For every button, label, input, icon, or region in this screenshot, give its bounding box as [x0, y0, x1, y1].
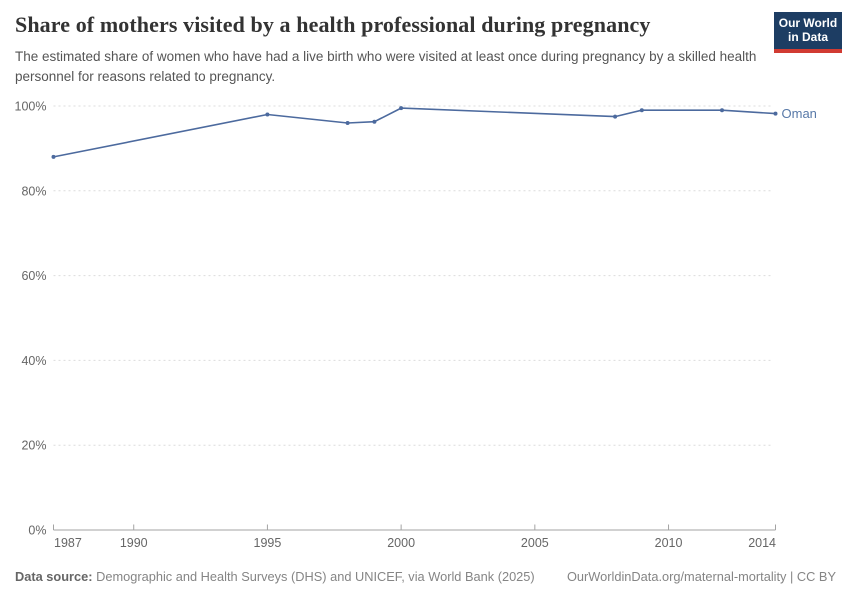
y-axis-tick-label: 20%: [21, 439, 46, 453]
series-line[interactable]: [53, 107, 776, 158]
data-point-marker[interactable]: [399, 106, 404, 111]
chart-title: Share of mothers visited by a health pro…: [15, 12, 651, 37]
y-axis-tick-label: 0%: [28, 524, 46, 538]
chart-subtitle: The estimated share of women who have ha…: [15, 49, 757, 84]
y-axis-tick-label: 60%: [21, 269, 46, 283]
data-point-marker[interactable]: [51, 154, 56, 159]
x-axis-tick-label: 1995: [254, 536, 282, 550]
x-axis-tick-label: 1987: [54, 536, 82, 550]
x-axis-tick-label: 2010: [655, 536, 683, 550]
entity-label[interactable]: Oman: [782, 106, 817, 121]
owid-citation-link[interactable]: OurWorldinData.org/maternal-mortality | …: [566, 569, 836, 584]
data-source-text: Demographic and Health Surveys (DHS) and…: [92, 569, 535, 584]
x-axis-tick-label: 2000: [387, 536, 415, 550]
data-source-note: Data source: Demographic and Health Surv…: [15, 569, 535, 584]
y-axis-tick-label: 80%: [21, 184, 46, 198]
data-point-marker[interactable]: [720, 108, 724, 113]
owid-logo-line1: Our World: [778, 16, 838, 30]
x-axis-tick-label: 2014: [748, 536, 776, 550]
chart-footer: Data source: Demographic and Health Surv…: [15, 569, 836, 584]
data-source-label: Data source:: [15, 569, 93, 584]
owid-logo-line2: in Data: [787, 29, 828, 44]
owid-logo[interactable]: Our World in Data: [774, 12, 842, 53]
data-point-marker[interactable]: [372, 119, 377, 124]
data-point-marker[interactable]: [613, 114, 618, 119]
data-point-marker[interactable]: [265, 112, 270, 117]
data-point-marker[interactable]: [345, 121, 350, 125]
data-point-marker[interactable]: [639, 108, 644, 113]
y-axis-tick-label: 100%: [15, 100, 47, 114]
y-axis-tick-label: 40%: [21, 354, 46, 368]
data-point-marker[interactable]: [773, 111, 778, 116]
chart-header: Share of mothers visited by a health pro…: [15, 12, 842, 87]
x-axis-tick-label: 2005: [521, 536, 549, 550]
x-axis-tick-label: 1990: [120, 536, 148, 550]
